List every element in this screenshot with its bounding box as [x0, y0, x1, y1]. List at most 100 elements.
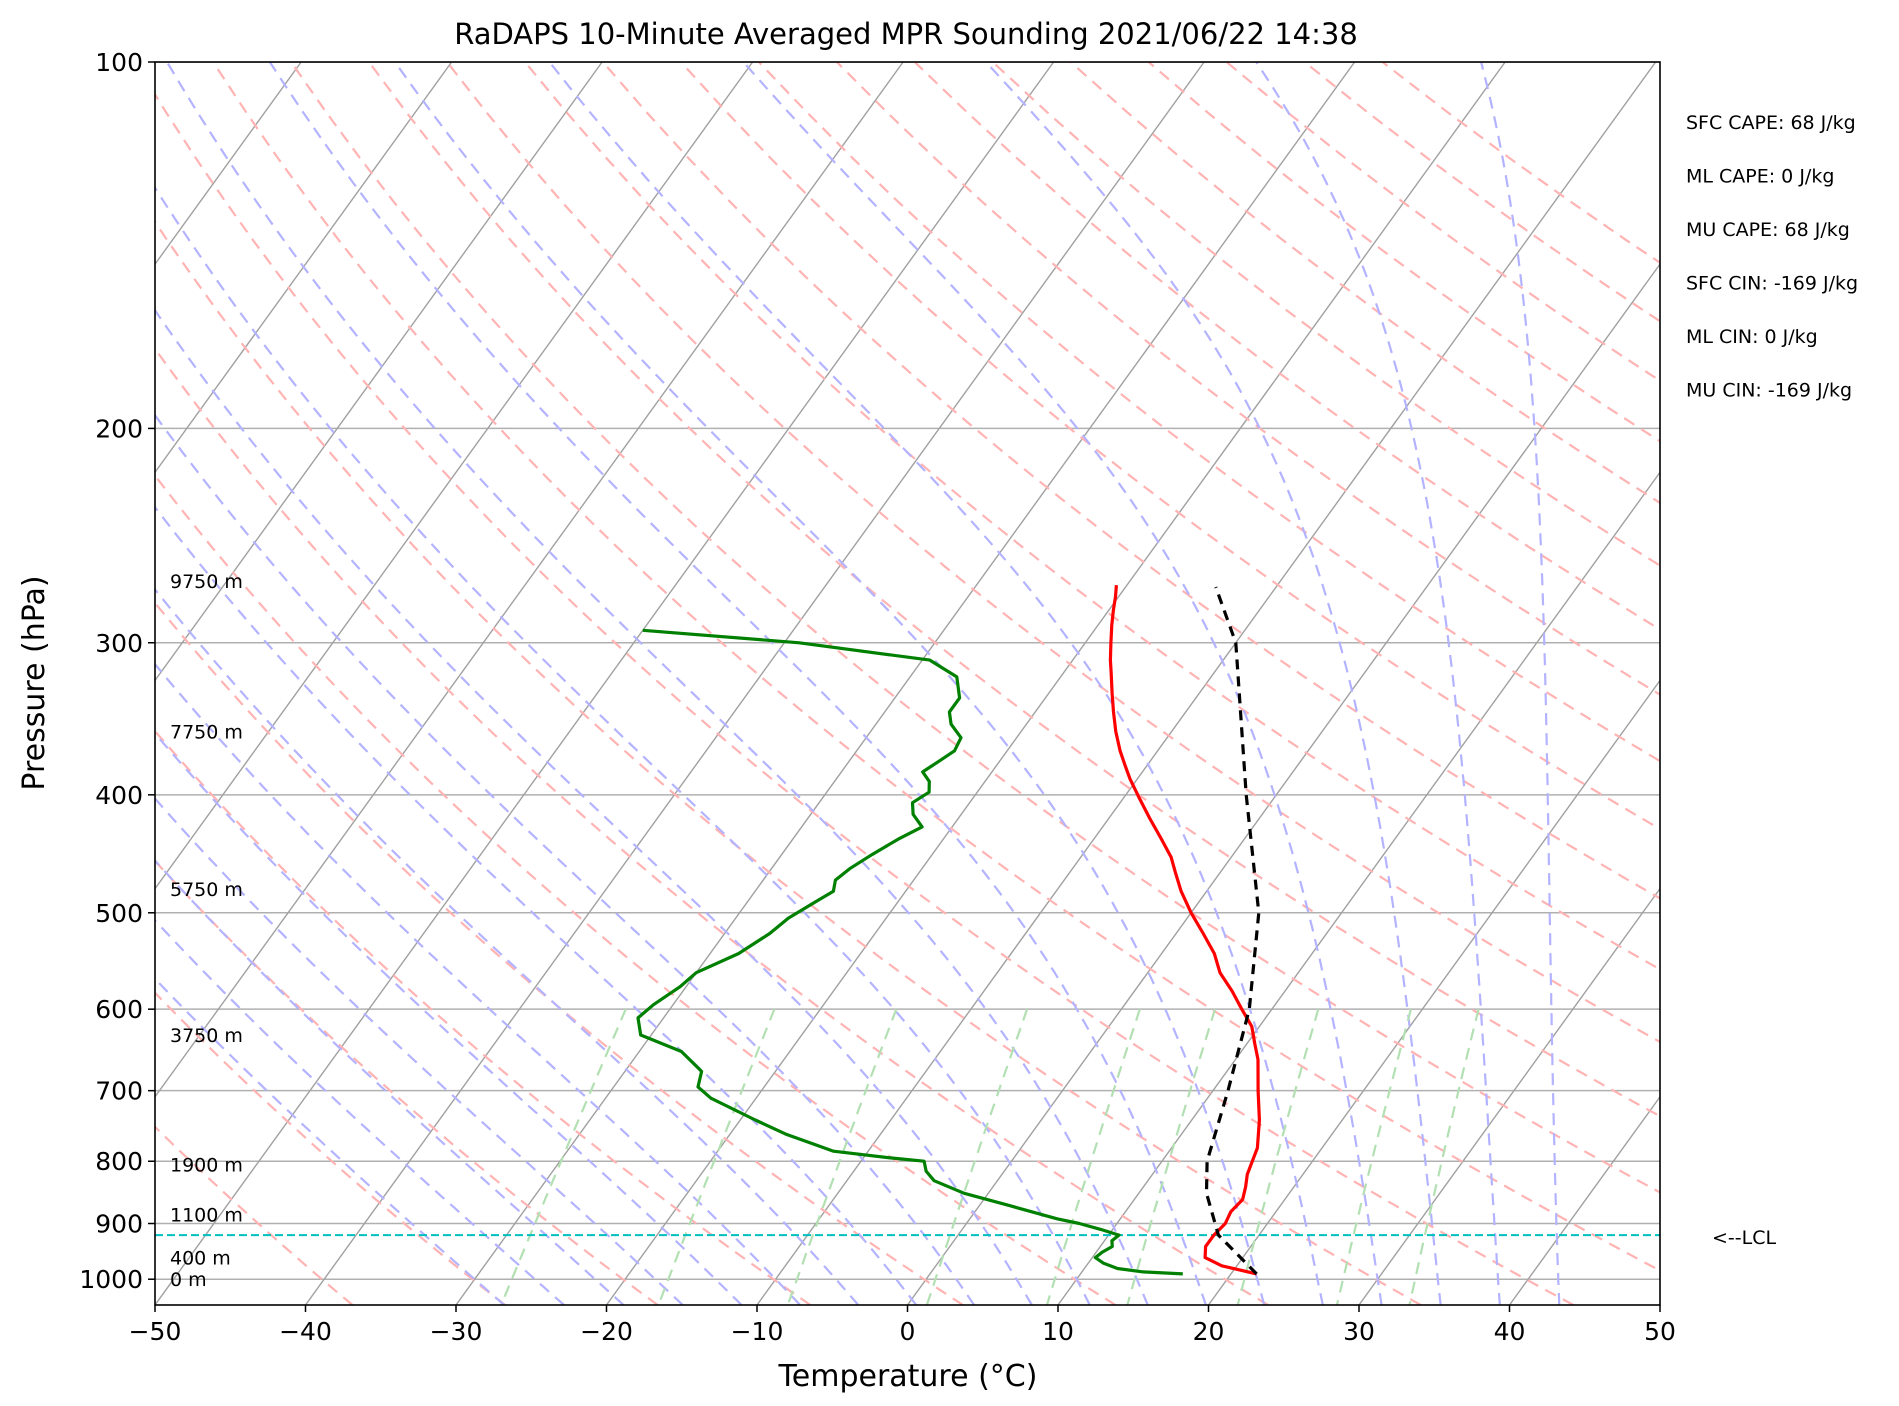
- dry-adiabat-line: [290, 62, 1660, 1194]
- mixing-ratio-line: [500, 1008, 627, 1305]
- moist-adiabat-line: [1255, 62, 1501, 1305]
- x-tick-label: 40: [1494, 1317, 1526, 1346]
- temperature-profile-line: [1108, 584, 1261, 1276]
- x-tick-label: −10: [731, 1317, 784, 1346]
- mixing-ratio-line: [1045, 1008, 1141, 1305]
- height-label: 1900 m: [170, 1155, 243, 1177]
- y-axis-label: Pressure (hPa): [17, 575, 52, 790]
- height-label: 5750 m: [170, 879, 243, 901]
- mixing-ratio-line: [786, 1008, 898, 1305]
- isotherm-line: [1358, 887, 1660, 1305]
- index-text: ML CIN: 0 J/kg: [1686, 326, 1818, 348]
- grid-layer: [155, 62, 1660, 1305]
- index-text: ML CAPE: 0 J/kg: [1686, 166, 1834, 188]
- x-tick-label: 30: [1343, 1317, 1375, 1346]
- x-tick-label: 0: [900, 1317, 916, 1346]
- isotherm-line: [605, 62, 1506, 1305]
- x-axis-ticks: −50 −40 −30 −20 −10 0 10 20 30 40 50: [129, 1305, 1676, 1346]
- moist-adiabat-line: [268, 62, 1207, 1305]
- moist-adiabat-line: [155, 796, 684, 1305]
- parcel-profile-line: [1204, 586, 1261, 1276]
- lcl-label: <--LCL: [1712, 1227, 1776, 1249]
- moist-adiabat-line: [155, 505, 918, 1305]
- height-label: 9750 m: [170, 571, 243, 593]
- x-tick-label: −40: [279, 1317, 332, 1346]
- chart-title: RaDAPS 10-Minute Averaged MPR Sounding 2…: [454, 17, 1358, 51]
- dry-adiabat-line: [155, 92, 1574, 1305]
- y-tick-label: 700: [95, 1077, 143, 1106]
- moist-adiabat-line: [155, 662, 801, 1305]
- dry-adiabat-line: [155, 346, 1269, 1305]
- y-tick-label: 600: [95, 995, 143, 1024]
- height-label: 1100 m: [170, 1205, 243, 1227]
- moist-adiabat-line: [742, 62, 1383, 1305]
- dry-adiabat-line: [155, 473, 1117, 1305]
- y-tick-label: 100: [95, 48, 143, 77]
- mixing-ratio-line: [925, 1008, 1029, 1305]
- moist-adiabat-line: [155, 185, 1091, 1305]
- mixing-ratio-line: [1236, 1008, 1320, 1305]
- series-layer: [636, 584, 1261, 1276]
- mixing-ratio-line: [1408, 1008, 1480, 1305]
- isotherm-line: [1207, 679, 1660, 1305]
- mixing-ratio-line: [657, 1008, 776, 1305]
- moist-adiabat-line: [155, 977, 505, 1305]
- index-text: SFC CAPE: 68 J/kg: [1686, 112, 1856, 134]
- x-tick-label: −30: [430, 1317, 483, 1346]
- stability-indices: SFC CAPE: 68 J/kg ML CAPE: 0 J/kg MU CAPE:…: [1686, 112, 1858, 402]
- dry-adiabat-line: [680, 62, 1660, 831]
- y-tick-label: 900: [95, 1210, 143, 1239]
- x-tick-label: 10: [1042, 1317, 1074, 1346]
- y-tick-label: 300: [95, 629, 143, 658]
- isotherm-line: [155, 62, 904, 1099]
- moist-adiabat-line: [155, 413, 976, 1305]
- y-tick-label: 200: [95, 414, 143, 443]
- dry-adiabat-line: [155, 219, 1422, 1305]
- x-tick-label: 20: [1193, 1317, 1225, 1346]
- isotherm-line: [455, 62, 1356, 1305]
- moist-adiabat-line: [985, 62, 1442, 1305]
- x-tick-label: 50: [1644, 1317, 1676, 1346]
- isotherm-line: [155, 62, 603, 682]
- y-axis-ticks: 100 200 300 400 500 600 700 800 900 1000: [79, 48, 155, 1294]
- isotherm-line: [906, 262, 1660, 1305]
- y-tick-label: 500: [95, 899, 143, 928]
- moist-adiabat-line: [1480, 62, 1561, 1305]
- isotherm-line: [155, 62, 754, 890]
- isotherm-line: [155, 62, 1055, 1305]
- moist-adiabat-line: [548, 62, 1324, 1305]
- moist-adiabat-line: [394, 62, 1266, 1305]
- y-tick-label: 800: [95, 1147, 143, 1176]
- dry-adiabat-line: [758, 62, 1660, 763]
- moist-adiabat-line: [155, 308, 1033, 1305]
- moist-adiabat-line: [166, 62, 1149, 1305]
- index-text: MU CIN: -169 J/kg: [1686, 380, 1852, 402]
- dry-adiabat-line: [155, 859, 659, 1305]
- height-label: 0 m: [170, 1269, 207, 1291]
- dewpoint-profile-line: [636, 628, 1183, 1276]
- height-label: 3750 m: [170, 1025, 243, 1047]
- dry-adiabat-line: [991, 62, 1660, 567]
- x-tick-label: −50: [129, 1317, 182, 1346]
- x-axis-label: Temperature (°C): [778, 1359, 1038, 1394]
- index-text: MU CAPE: 68 J/kg: [1686, 219, 1850, 241]
- dry-adiabat-line: [212, 62, 1660, 1272]
- y-tick-label: 1000: [79, 1265, 143, 1294]
- y-tick-label: 400: [95, 781, 143, 810]
- moist-adiabat-line: [155, 918, 565, 1305]
- dry-adiabat-line: [836, 62, 1660, 696]
- height-label: 7750 m: [170, 722, 243, 744]
- index-text: SFC CIN: -169 J/kg: [1686, 273, 1858, 295]
- moist-adiabat-line: [155, 858, 625, 1305]
- mixing-ratio-line: [1126, 1008, 1217, 1305]
- dry-adiabat-line: [368, 62, 1660, 1118]
- dry-adiabat-line: [446, 62, 1660, 1044]
- moist-adiabat-line: [155, 731, 743, 1305]
- dry-adiabat-line: [155, 729, 811, 1305]
- x-tick-label: −20: [580, 1317, 633, 1346]
- mixing-ratio-line: [1335, 1008, 1412, 1305]
- isotherm-line: [1057, 471, 1660, 1305]
